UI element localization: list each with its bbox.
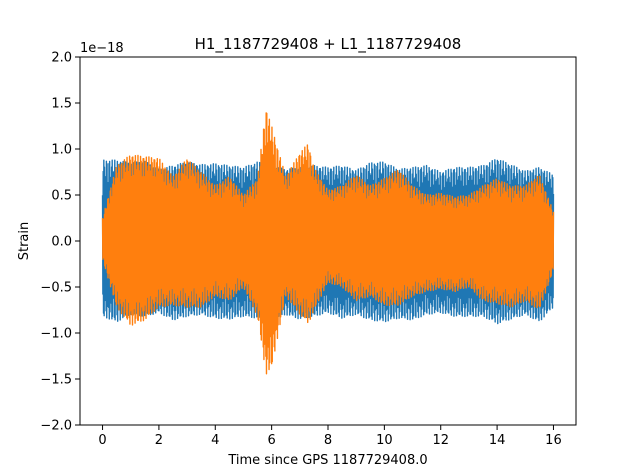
x-tick-label: 2: [155, 433, 163, 448]
y-tick-label: 2.0: [51, 51, 72, 66]
y-tick-label: 0.0: [51, 235, 72, 250]
x-tick-label: 14: [489, 433, 506, 448]
y-tick-label: 1.5: [51, 97, 72, 112]
x-axis-label: Time since GPS 1187729408.0: [227, 453, 427, 468]
y-axis: −2.0 −1.5 −1.0 −0.5 0.0 0.5 1.0 1.5 2.0: [40, 51, 80, 434]
x-tick-label: 0: [98, 433, 106, 448]
x-tick-label: 8: [324, 433, 332, 448]
series-layer: [101, 112, 555, 375]
series-line-2: [101, 112, 555, 375]
y-tick-label: −0.5: [40, 281, 72, 296]
x-axis: 0 2 4 6 8 10 12 14 16: [98, 425, 562, 448]
x-tick-label: 4: [211, 433, 219, 448]
y-tick-label: 1.0: [51, 143, 72, 158]
y-tick-label: 0.5: [51, 189, 72, 204]
x-tick-label: 12: [432, 433, 449, 448]
y-tick-label: −2.0: [40, 419, 72, 434]
x-tick-label: 10: [376, 433, 393, 448]
y-tick-label: −1.0: [40, 327, 72, 342]
y-offset-label: 1e−18: [80, 41, 124, 56]
y-axis-label: Strain: [17, 222, 32, 261]
x-tick-label: 16: [545, 433, 562, 448]
y-tick-label: −1.5: [40, 373, 72, 388]
chart-title: H1_1187729408 + L1_1187729408: [195, 35, 462, 54]
x-tick-label: 6: [267, 433, 275, 448]
